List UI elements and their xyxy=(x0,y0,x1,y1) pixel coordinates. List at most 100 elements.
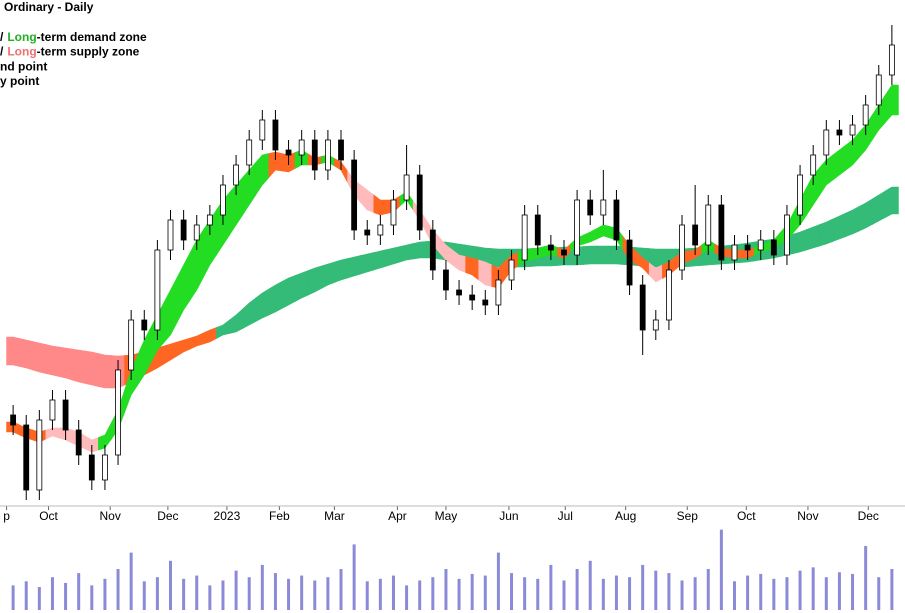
volume-bar xyxy=(129,552,133,610)
volume-bar xyxy=(536,578,540,610)
zone-strip xyxy=(6,336,20,367)
x-tick-label: Jun xyxy=(499,509,518,523)
candle-body xyxy=(429,229,436,271)
volume-bar xyxy=(142,581,146,610)
x-tick-label: p xyxy=(3,509,10,523)
candle-body xyxy=(403,174,410,201)
volume-bar xyxy=(706,569,710,610)
zone-strip xyxy=(399,243,414,263)
candle-body xyxy=(692,224,699,246)
candle-body xyxy=(561,249,567,256)
zone-strip xyxy=(45,344,60,377)
candle-body xyxy=(443,269,449,291)
volume xyxy=(11,529,894,610)
candle-body xyxy=(36,419,43,491)
candle-body xyxy=(639,284,646,331)
candle-body xyxy=(613,199,620,241)
legend-text: -term supply zone xyxy=(37,45,140,59)
volume-bar xyxy=(273,573,277,610)
x-tick-label: Oct xyxy=(737,509,756,523)
zone-strip xyxy=(242,297,257,330)
candle-body xyxy=(154,249,161,331)
volume-bar xyxy=(523,577,527,610)
legend-text: Long xyxy=(7,30,36,44)
x-tick-label: Aug xyxy=(615,509,636,523)
zone-strip xyxy=(373,194,388,216)
zone-strip xyxy=(373,249,388,271)
volume-bar xyxy=(418,580,422,610)
zone-strip xyxy=(819,218,834,247)
candle-body xyxy=(233,164,239,186)
volume-bar xyxy=(221,580,225,610)
candle-body xyxy=(377,224,384,236)
zone-strip xyxy=(806,224,821,251)
candle-body xyxy=(679,224,685,271)
candle-body xyxy=(757,239,764,251)
zone-strip xyxy=(386,246,401,267)
zone-strip xyxy=(255,288,270,323)
candle-body xyxy=(810,154,817,176)
volume-bar xyxy=(785,577,789,610)
candle-body xyxy=(574,199,581,256)
candle-body xyxy=(10,414,17,426)
volume-bar xyxy=(496,552,500,610)
candle-body xyxy=(220,184,226,216)
zones xyxy=(6,84,899,453)
volume-bar xyxy=(37,587,41,610)
zone-strip xyxy=(281,275,296,310)
legend-text: y point xyxy=(0,74,39,88)
volume-bar xyxy=(352,544,356,610)
x-tick-label: Dec xyxy=(858,509,879,523)
candle-body xyxy=(390,199,397,226)
candle-body xyxy=(324,139,331,171)
zone-strip xyxy=(98,353,112,389)
x-tick-label: Nov xyxy=(100,509,121,523)
x-tick-label: Feb xyxy=(269,509,290,523)
zone-strip xyxy=(871,190,886,226)
legend-text: Long xyxy=(7,45,36,59)
legend-text: / xyxy=(0,30,4,44)
legend-text: nd point xyxy=(0,60,47,74)
volume-bar xyxy=(365,581,369,610)
zone-strip xyxy=(845,205,860,237)
volume-bar xyxy=(50,577,54,610)
candle-body xyxy=(285,149,292,156)
candle-body xyxy=(888,44,895,76)
candle-body xyxy=(456,289,462,296)
volume-bar xyxy=(247,577,251,610)
legend-item: nd point xyxy=(0,60,47,74)
volume-bar xyxy=(64,582,68,610)
zone-strip xyxy=(885,186,899,219)
x-axis: p Oct Nov Dec 2023 Feb Mar Apr May Jun Jul Aug Sep Oc… xyxy=(0,505,905,523)
candle-body xyxy=(259,119,266,141)
volume-bar xyxy=(326,577,330,610)
volume-bar xyxy=(693,577,697,610)
volume-bar xyxy=(641,564,645,610)
zone-strip xyxy=(189,332,204,350)
volume-bar xyxy=(208,585,212,610)
zone-strip xyxy=(84,350,99,387)
volume-bar xyxy=(287,578,291,610)
volume-bar xyxy=(575,569,579,610)
zone-strip xyxy=(32,341,47,374)
volume-bar xyxy=(90,585,94,610)
candle-body xyxy=(600,199,607,216)
candle-body xyxy=(862,104,869,126)
volume-bar xyxy=(562,580,566,610)
candle-body xyxy=(115,369,121,456)
volume-bar xyxy=(300,575,304,610)
volume-bar xyxy=(116,569,120,610)
volume-bar xyxy=(11,585,15,610)
candle-body xyxy=(823,129,830,156)
zone-strip xyxy=(307,265,322,296)
volume-bar xyxy=(667,573,671,610)
x-tick-label: Apr xyxy=(388,509,407,523)
volume-bar xyxy=(772,578,776,610)
candle-body xyxy=(770,239,777,256)
volume-bar xyxy=(549,564,553,610)
candle-body xyxy=(718,204,725,261)
volume-bar xyxy=(155,577,159,610)
volume-bar xyxy=(680,580,684,610)
candle-body xyxy=(128,319,135,371)
